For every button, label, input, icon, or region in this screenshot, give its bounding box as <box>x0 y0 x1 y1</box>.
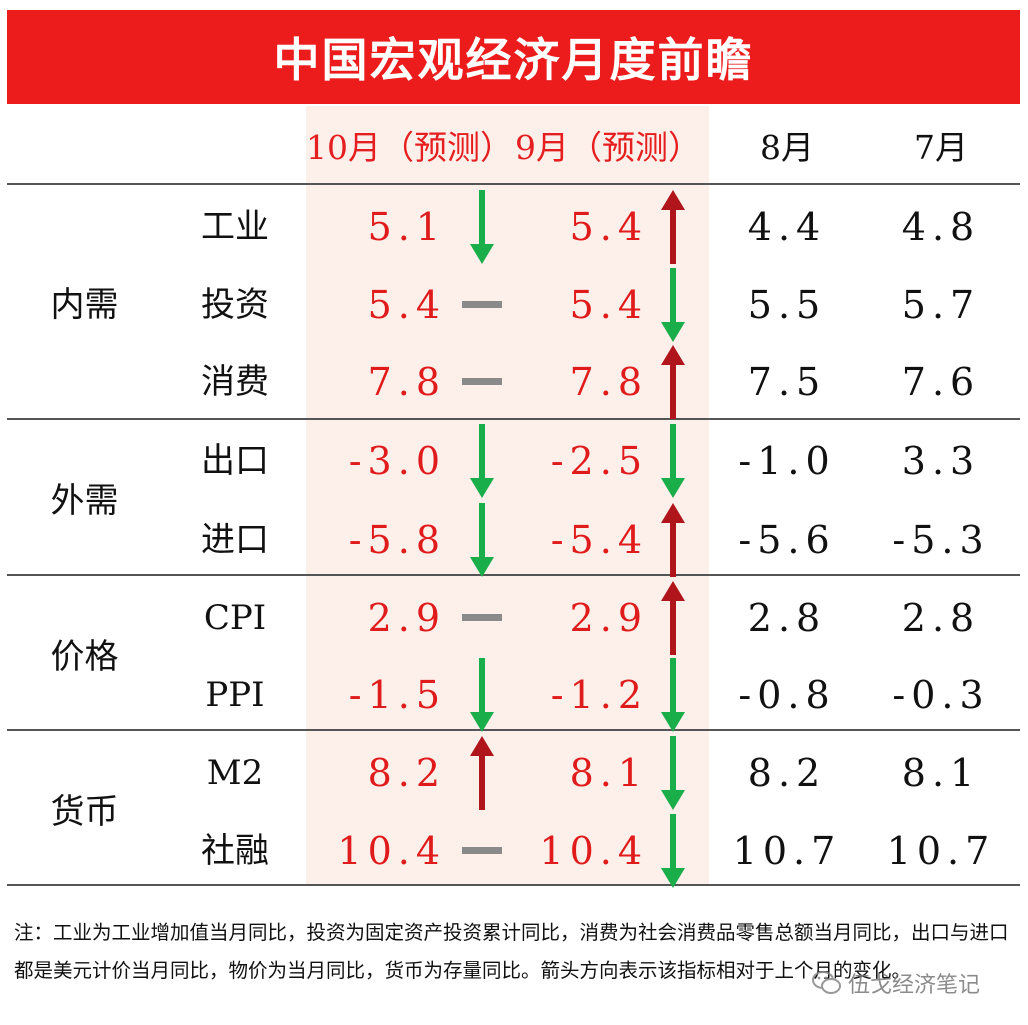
flat-dash-icon <box>460 266 504 344</box>
indicator-label: 工业 <box>201 207 269 247</box>
sep-forecast-value: -1.2 <box>550 673 648 717</box>
flat-dash-icon <box>460 812 504 890</box>
arrow-down-icon <box>651 266 695 344</box>
aug-value: 2.8 <box>747 596 827 640</box>
forecast-columns-shading <box>306 106 709 886</box>
flat-dash-icon <box>460 343 504 421</box>
oct-forecast-value: 8.2 <box>367 751 446 795</box>
column-header-aug: 8月 <box>760 128 814 167</box>
sep-forecast-value: 2.9 <box>569 596 648 640</box>
jul-value: 5.7 <box>901 283 981 327</box>
group-divider <box>7 418 1020 420</box>
indicator-label: 进口 <box>201 520 269 560</box>
sep-forecast-value: -5.4 <box>550 518 648 562</box>
column-header-jul: 7月 <box>914 128 968 167</box>
oct-forecast-value: -5.8 <box>348 518 446 562</box>
group-divider <box>7 729 1020 731</box>
sep-forecast-value: 10.4 <box>539 829 648 873</box>
oct-forecast-value: 5.4 <box>367 283 446 327</box>
footnote: 注：工业为工业增加值当月同比，投资为固定资产投资累计同比，消费为社会消费品零售总… <box>14 921 1009 982</box>
arrow-down-icon <box>651 734 695 812</box>
oct-forecast-value: -1.5 <box>348 673 446 717</box>
jul-value: -5.3 <box>892 518 990 562</box>
group-label: 外需 <box>50 480 119 521</box>
indicator-label: 出口 <box>201 441 269 481</box>
oct-forecast-value: 7.8 <box>367 360 446 404</box>
wechat-icon <box>812 971 841 994</box>
flat-dash-icon <box>460 579 504 657</box>
jul-value: 8.1 <box>901 751 981 795</box>
aug-value: 7.5 <box>747 360 827 404</box>
oct-forecast-value: 5.1 <box>367 205 446 249</box>
jul-value: 3.3 <box>901 439 981 483</box>
watermark-text: 伍戈经济笔记 <box>848 973 981 998</box>
jul-value: 7.6 <box>901 360 981 404</box>
sep-forecast-value: -2.5 <box>550 439 648 483</box>
oct-forecast-value: 2.9 <box>367 596 446 640</box>
aug-value: 4.4 <box>747 205 827 249</box>
aug-value: -5.6 <box>738 518 836 562</box>
aug-value: 8.2 <box>747 751 827 795</box>
arrow-up-icon <box>651 343 695 421</box>
indicator-label: CPI <box>203 598 267 638</box>
indicator-label: PPI <box>205 675 265 715</box>
arrow-up-icon <box>651 579 695 657</box>
sep-forecast-value: 7.8 <box>569 360 648 404</box>
group-label: 内需 <box>50 284 119 325</box>
jul-value: -0.3 <box>892 673 990 717</box>
indicator-label: 社融 <box>201 831 269 871</box>
arrow-down-icon <box>651 812 695 890</box>
arrow-up-icon <box>651 188 695 266</box>
arrow-down-icon <box>460 188 504 266</box>
table-title: 中国宏观经济月度前瞻 <box>7 10 1020 104</box>
sep-forecast-value: 5.4 <box>569 205 648 249</box>
header-divider <box>7 183 1020 185</box>
indicator-label: M2 <box>206 753 264 793</box>
jul-value: 2.8 <box>901 596 981 640</box>
group-label: 价格 <box>50 636 119 677</box>
column-header-oct-forecast: 10月（预测） <box>306 128 513 167</box>
indicator-label: 投资 <box>201 285 269 325</box>
column-header-sep-forecast: 9月（预测） <box>515 128 701 167</box>
aug-value: 5.5 <box>747 283 827 327</box>
aug-value: -1.0 <box>738 439 836 483</box>
oct-forecast-value: -3.0 <box>348 439 446 483</box>
jul-value: 10.7 <box>886 829 996 873</box>
arrow-down-icon <box>460 501 504 579</box>
watermark: 伍戈经济笔记 <box>812 967 980 999</box>
arrow-up-icon <box>460 734 504 812</box>
jul-value: 4.8 <box>901 205 981 249</box>
arrow-down-icon <box>651 422 695 500</box>
indicator-label: 消费 <box>201 362 269 402</box>
aug-value: 10.7 <box>732 829 842 873</box>
table-bottom-border <box>7 884 1020 886</box>
arrow-down-icon <box>460 656 504 734</box>
oct-forecast-value: 10.4 <box>337 829 446 873</box>
aug-value: -0.8 <box>738 673 836 717</box>
arrow-down-icon <box>651 656 695 734</box>
sep-forecast-value: 8.1 <box>569 751 648 795</box>
arrow-up-icon <box>651 501 695 579</box>
group-label: 货币 <box>50 792 119 832</box>
sep-forecast-value: 5.4 <box>569 283 648 327</box>
arrow-down-icon <box>460 422 504 500</box>
group-divider <box>7 574 1020 576</box>
